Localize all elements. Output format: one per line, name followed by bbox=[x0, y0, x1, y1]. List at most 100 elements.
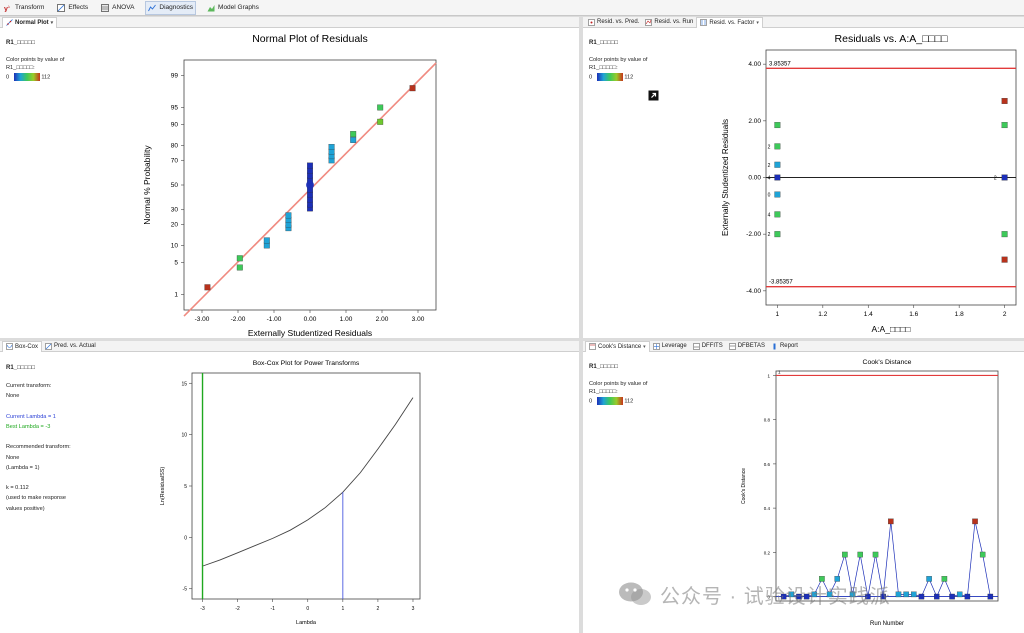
data-point bbox=[895, 591, 902, 598]
y-tick-label: 15 bbox=[181, 381, 187, 387]
chevron-down-icon[interactable]: ▾ bbox=[756, 19, 759, 26]
effects-icon bbox=[57, 3, 66, 12]
color-scale-min: 0 bbox=[589, 397, 593, 404]
tab-resid-vs-run[interactable]: Resid. vs. Run bbox=[642, 17, 696, 28]
x-axis-label: Run Number bbox=[870, 621, 904, 627]
y-tick-label: 10 bbox=[181, 433, 187, 439]
normal-plot-chart[interactable]: Normal Plot of Residuals -3.00 -2.00 -1.00 0… bbox=[140, 29, 440, 338]
data-point bbox=[774, 231, 781, 238]
cooks-distance-pane: Cook's Distance ▾ Leverage DFFITS DFBETA… bbox=[583, 341, 1024, 633]
tab-dfbetas-label: DFBETAS bbox=[737, 343, 765, 349]
chart-title: Residuals vs. A:A_□□□□ bbox=[835, 33, 949, 45]
y-tick-label: 80 bbox=[171, 142, 179, 149]
x-tick-label: 2.00 bbox=[376, 316, 389, 323]
box-cox-summary-line bbox=[6, 432, 71, 442]
y-axis-label: Normal % Probability bbox=[142, 145, 152, 225]
x-tick-label: -2.00 bbox=[231, 316, 246, 323]
y-tick-label: 1 bbox=[174, 292, 178, 299]
watermark-text: 公众号 · 试验设计实践派 bbox=[660, 585, 891, 608]
response-name: R1_□□□□□ bbox=[589, 40, 619, 46]
tab-report[interactable]: Report bbox=[768, 341, 801, 352]
pop-out-icon[interactable] bbox=[648, 90, 659, 101]
x-tick-label: 1.6 bbox=[909, 311, 918, 318]
color-note-line-2: R1_□□□□□: bbox=[6, 65, 35, 71]
toolbar-effects[interactable]: Effects bbox=[55, 1, 90, 15]
y-tick-label: 0.4 bbox=[764, 506, 771, 511]
box-cox-chart[interactable]: Box-Cox Plot for Power Transforms -3 -2 -1 0… bbox=[150, 353, 430, 633]
x-tick-label: -3.00 bbox=[195, 316, 210, 323]
data-point bbox=[285, 212, 292, 219]
tab-normal-plot[interactable]: Normal Plot ▾ bbox=[2, 17, 58, 28]
y-tick-label: 0.6 bbox=[764, 462, 771, 467]
cooks-distance-tab-icon bbox=[589, 343, 596, 350]
box-cox-summary-line: k = 0.112 bbox=[6, 485, 29, 492]
box-cox-pane: Box-Cox Pred. vs. Actual R1_□□□□□ Curren… bbox=[0, 341, 579, 633]
data-point bbox=[834, 576, 840, 582]
toolbar-model-graphs[interactable]: Model Graphs bbox=[205, 1, 261, 15]
data-point bbox=[1001, 256, 1008, 263]
box-cox-summary-line: None bbox=[6, 393, 20, 400]
y-tick-label: 5 bbox=[174, 260, 178, 267]
point-count-label: 0 bbox=[768, 193, 771, 199]
tab-box-cox[interactable]: Box-Cox bbox=[2, 341, 43, 352]
color-scale: 0 112 bbox=[6, 72, 64, 82]
data-point bbox=[826, 591, 833, 598]
data-point bbox=[1001, 98, 1008, 104]
cooks-distance-chart[interactable]: Cook's Distance 1 0 0.2 0.4 0.6 0.8 1 Run Number… bbox=[733, 353, 1024, 633]
tab-pred-vs-actual[interactable]: Pred. vs. Actual bbox=[42, 341, 99, 352]
report-icon bbox=[773, 343, 776, 349]
x-tick-label: 3 bbox=[412, 606, 415, 612]
data-point bbox=[780, 593, 787, 600]
box-cox-summary-line bbox=[6, 402, 71, 412]
chart-title: Box-Cox Plot for Power Transforms bbox=[253, 360, 360, 367]
y-tick-label: 0.2 bbox=[764, 550, 771, 555]
x-tick-label: 1.2 bbox=[818, 311, 827, 318]
data-point bbox=[865, 593, 871, 600]
data-point bbox=[972, 518, 978, 525]
normal-plot-pane: Normal Plot ▾ R1_□□□□□ Color points by v… bbox=[0, 17, 579, 338]
tab-pred-vs-actual-label: Pred. vs. Actual bbox=[54, 343, 96, 349]
tab-dfbetas[interactable]: DFBETAS bbox=[726, 341, 768, 352]
tab-cooks-distance[interactable]: Cook's Distance ▾ bbox=[585, 341, 650, 352]
tab-dffits[interactable]: DFFITS bbox=[690, 341, 726, 352]
data-point bbox=[811, 591, 818, 598]
chevron-down-icon[interactable]: ▾ bbox=[643, 343, 646, 350]
data-point bbox=[409, 85, 416, 92]
x-tick-label: 1.00 bbox=[340, 316, 353, 323]
data-point bbox=[350, 137, 357, 143]
toolbar-diagnostics[interactable]: Diagnostics bbox=[145, 0, 197, 15]
residuals-vs-factor-chart[interactable]: Residuals vs. A:A_□□□□ 3.85357 -3.85357 1 1.… bbox=[718, 29, 1024, 338]
point-count-label: 2 bbox=[768, 232, 771, 238]
box-cox-summary-line: Recommended transform: bbox=[6, 444, 71, 451]
color-note-line-2: R1_□□□□□: bbox=[589, 389, 618, 395]
point-count-label: 2 bbox=[994, 176, 997, 182]
box-cox-tabbar: Box-Cox Pred. vs. Actual bbox=[0, 341, 579, 352]
y-tick-label: 90 bbox=[171, 122, 179, 129]
x-tick-label: 0.00 bbox=[304, 316, 317, 323]
tab-cooks-distance-label: Cook's Distance bbox=[598, 343, 642, 350]
data-point bbox=[774, 211, 781, 218]
y-tick-label: 4.00 bbox=[748, 61, 761, 68]
tab-resid-vs-pred[interactable]: Resid. vs. Pred. bbox=[585, 17, 642, 28]
anova-icon bbox=[101, 3, 110, 12]
x-tick-label: 1.8 bbox=[955, 311, 964, 318]
tab-resid-vs-factor-label: Resid. vs. Factor bbox=[709, 19, 755, 26]
tab-resid-vs-factor[interactable]: Resid. vs. Factor ▾ bbox=[696, 17, 763, 28]
cooks-tabbar: Cook's Distance ▾ Leverage DFFITS DFBETA… bbox=[583, 341, 1024, 352]
color-gradient-bar bbox=[13, 72, 40, 81]
y-tick-label: 20 bbox=[171, 222, 179, 229]
x-tick-label: 1.4 bbox=[864, 311, 873, 318]
y-tick-label: 0 bbox=[767, 595, 770, 600]
data-point bbox=[872, 551, 879, 558]
data-point bbox=[979, 551, 986, 558]
color-note-line-1: Color points by value of bbox=[6, 56, 65, 63]
chevron-down-icon[interactable]: ▾ bbox=[50, 19, 54, 26]
box-cox-summary-line: None bbox=[6, 454, 20, 461]
toolbar-anova[interactable]: ANOVA bbox=[99, 1, 136, 15]
wechat-logo-icon bbox=[619, 582, 651, 605]
color-scale-min: 0 bbox=[589, 73, 593, 80]
dfbetas-icon bbox=[728, 342, 736, 350]
y-tick-label: 5 bbox=[184, 484, 187, 490]
tab-leverage[interactable]: Leverage bbox=[650, 341, 690, 352]
